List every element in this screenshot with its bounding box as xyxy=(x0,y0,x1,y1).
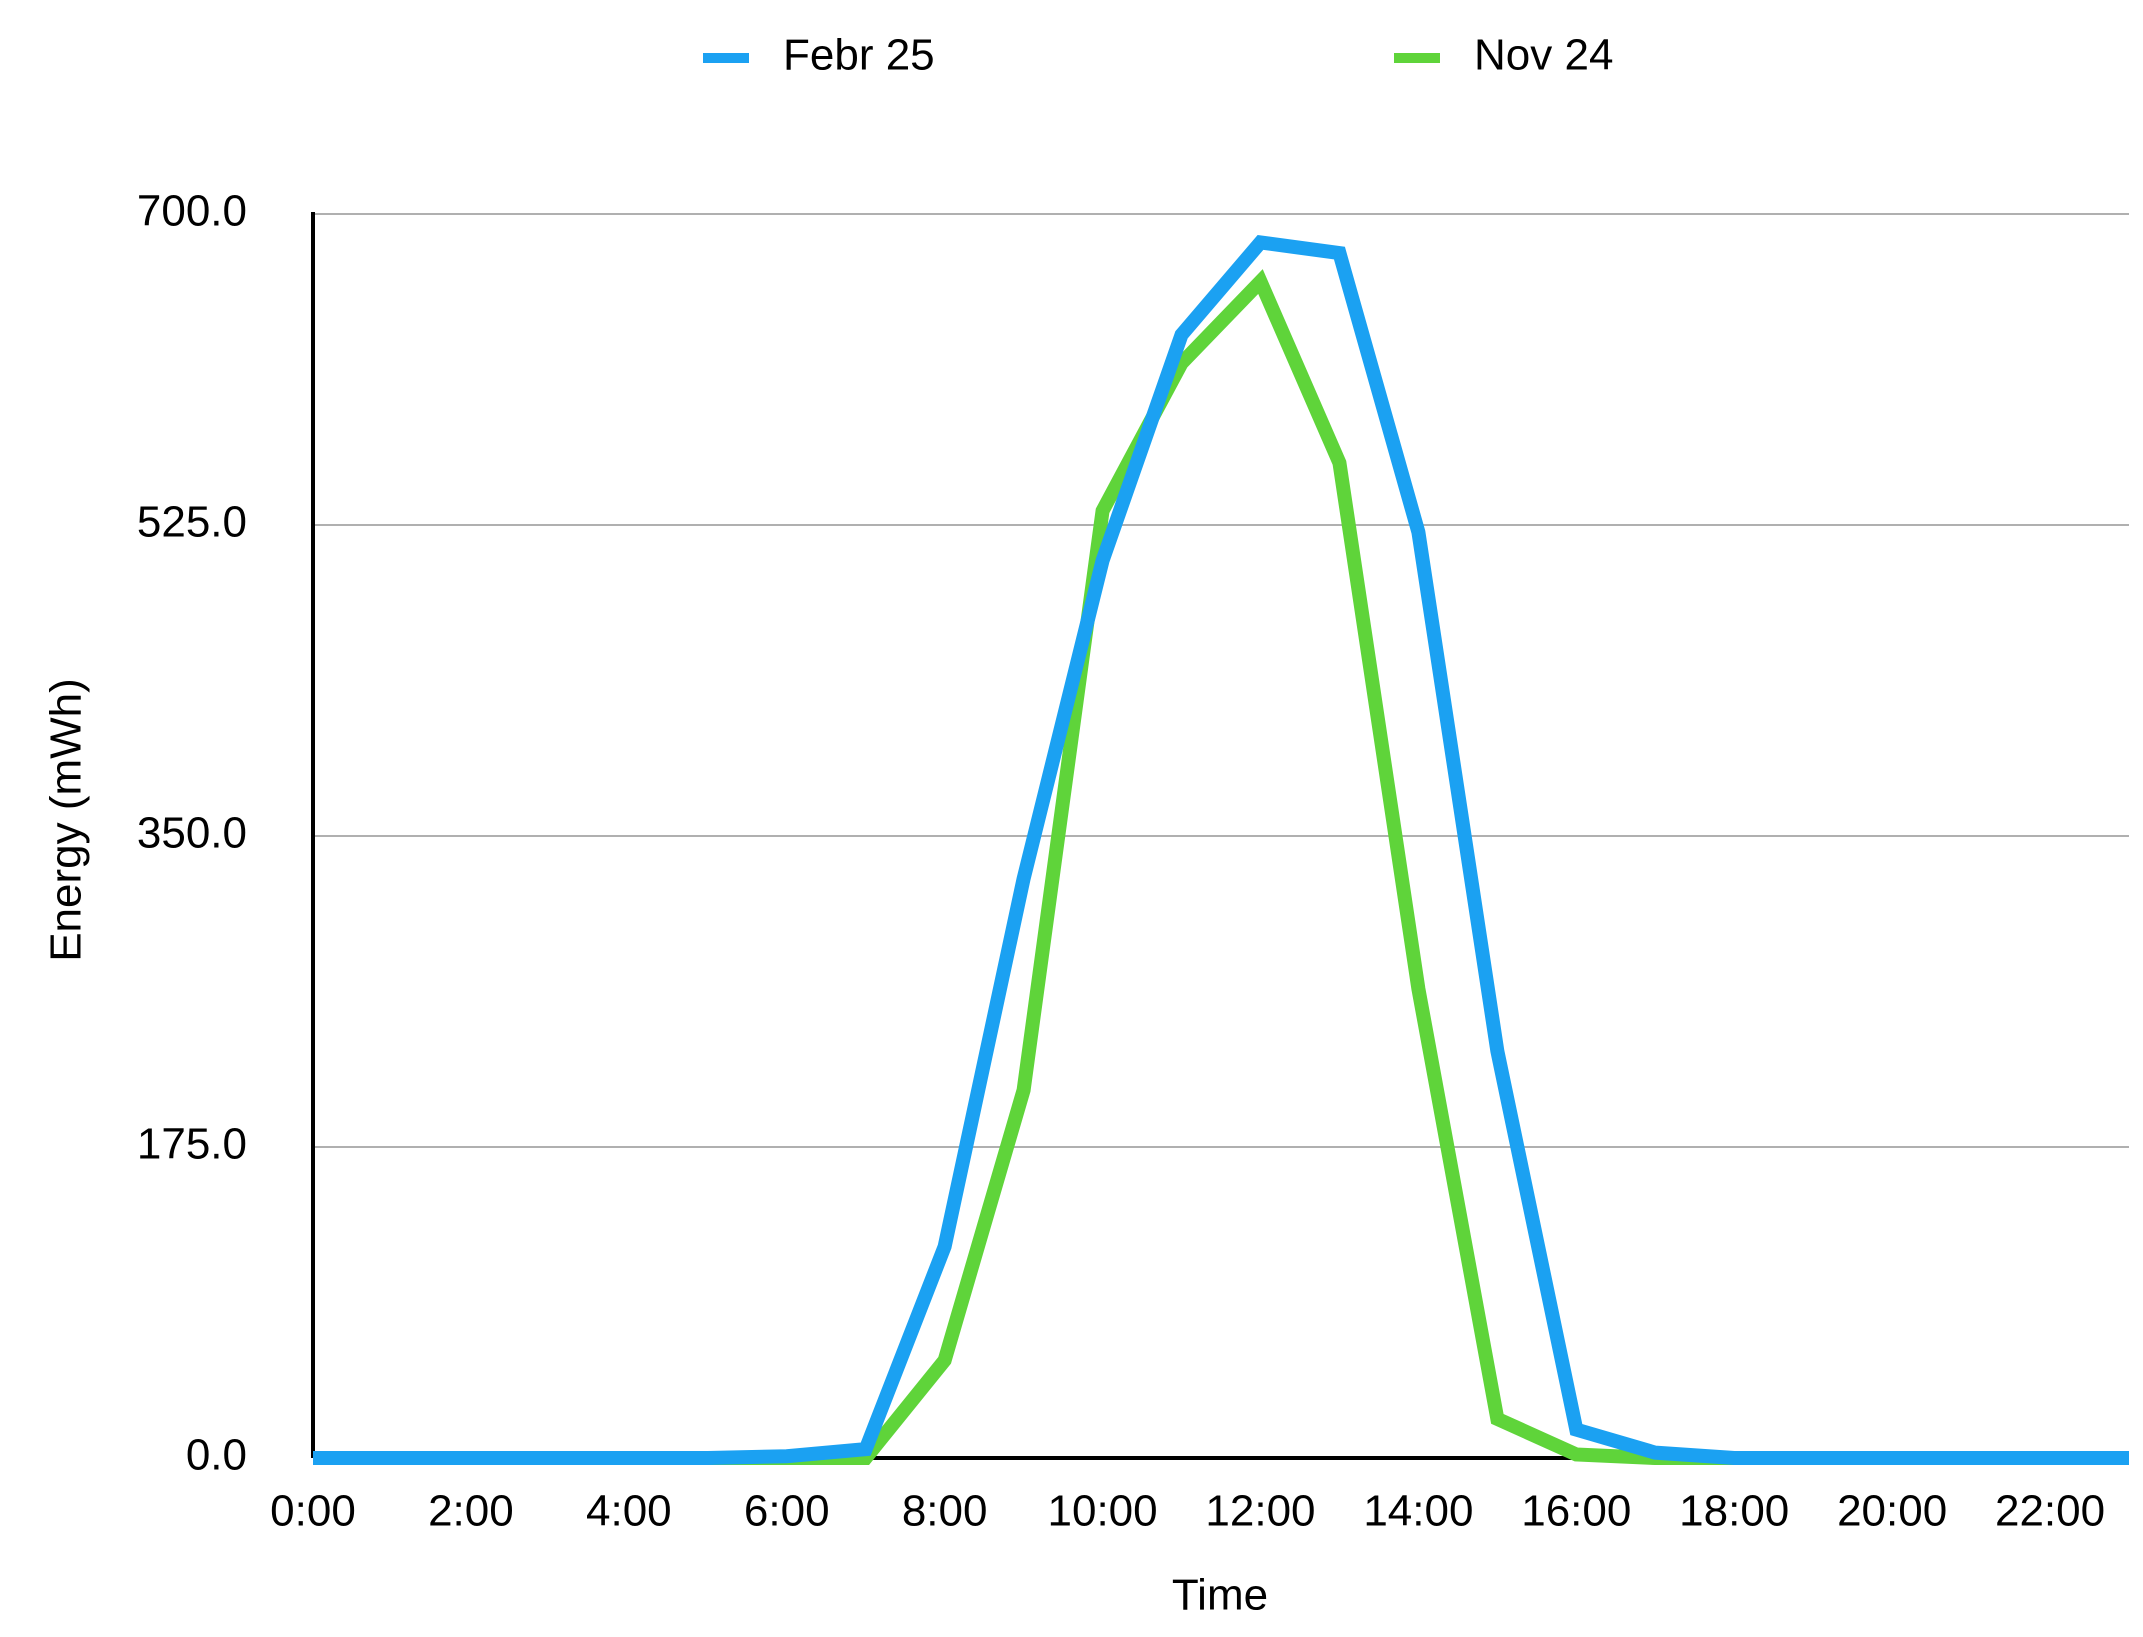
legend-label: Nov 24 xyxy=(1474,31,1613,80)
legend-label: Febr 25 xyxy=(783,31,935,80)
x-tick-label: 18:00 xyxy=(1679,1487,1789,1536)
x-tick-label: 10:00 xyxy=(1048,1487,1158,1536)
y-tick-label: 525.0 xyxy=(137,498,247,547)
x-tick-label: 16:00 xyxy=(1521,1487,1631,1536)
y-axis-title: Energy (mWh) xyxy=(42,678,91,962)
x-tick-label: 0:00 xyxy=(270,1487,356,1536)
x-tick-label: 22:00 xyxy=(1995,1487,2105,1536)
x-tick-label: 20:00 xyxy=(1837,1487,1947,1536)
series-line xyxy=(313,269,2129,1465)
y-tick-label: 700.0 xyxy=(137,187,247,236)
x-tick-label: 8:00 xyxy=(902,1487,988,1536)
y-tick-label: 175.0 xyxy=(137,1120,247,1169)
y-tick-label: 350.0 xyxy=(137,809,247,858)
x-tick-label: 6:00 xyxy=(744,1487,830,1536)
x-tick-label: 2:00 xyxy=(428,1487,514,1536)
y-tick-label: 0.0 xyxy=(186,1431,247,1480)
x-tick-label: 14:00 xyxy=(1363,1487,1473,1536)
x-tick-label: 12:00 xyxy=(1205,1487,1315,1536)
series-line xyxy=(313,234,2129,1465)
x-axis-title: Time xyxy=(1172,1571,1268,1620)
x-tick-label: 4:00 xyxy=(586,1487,672,1536)
